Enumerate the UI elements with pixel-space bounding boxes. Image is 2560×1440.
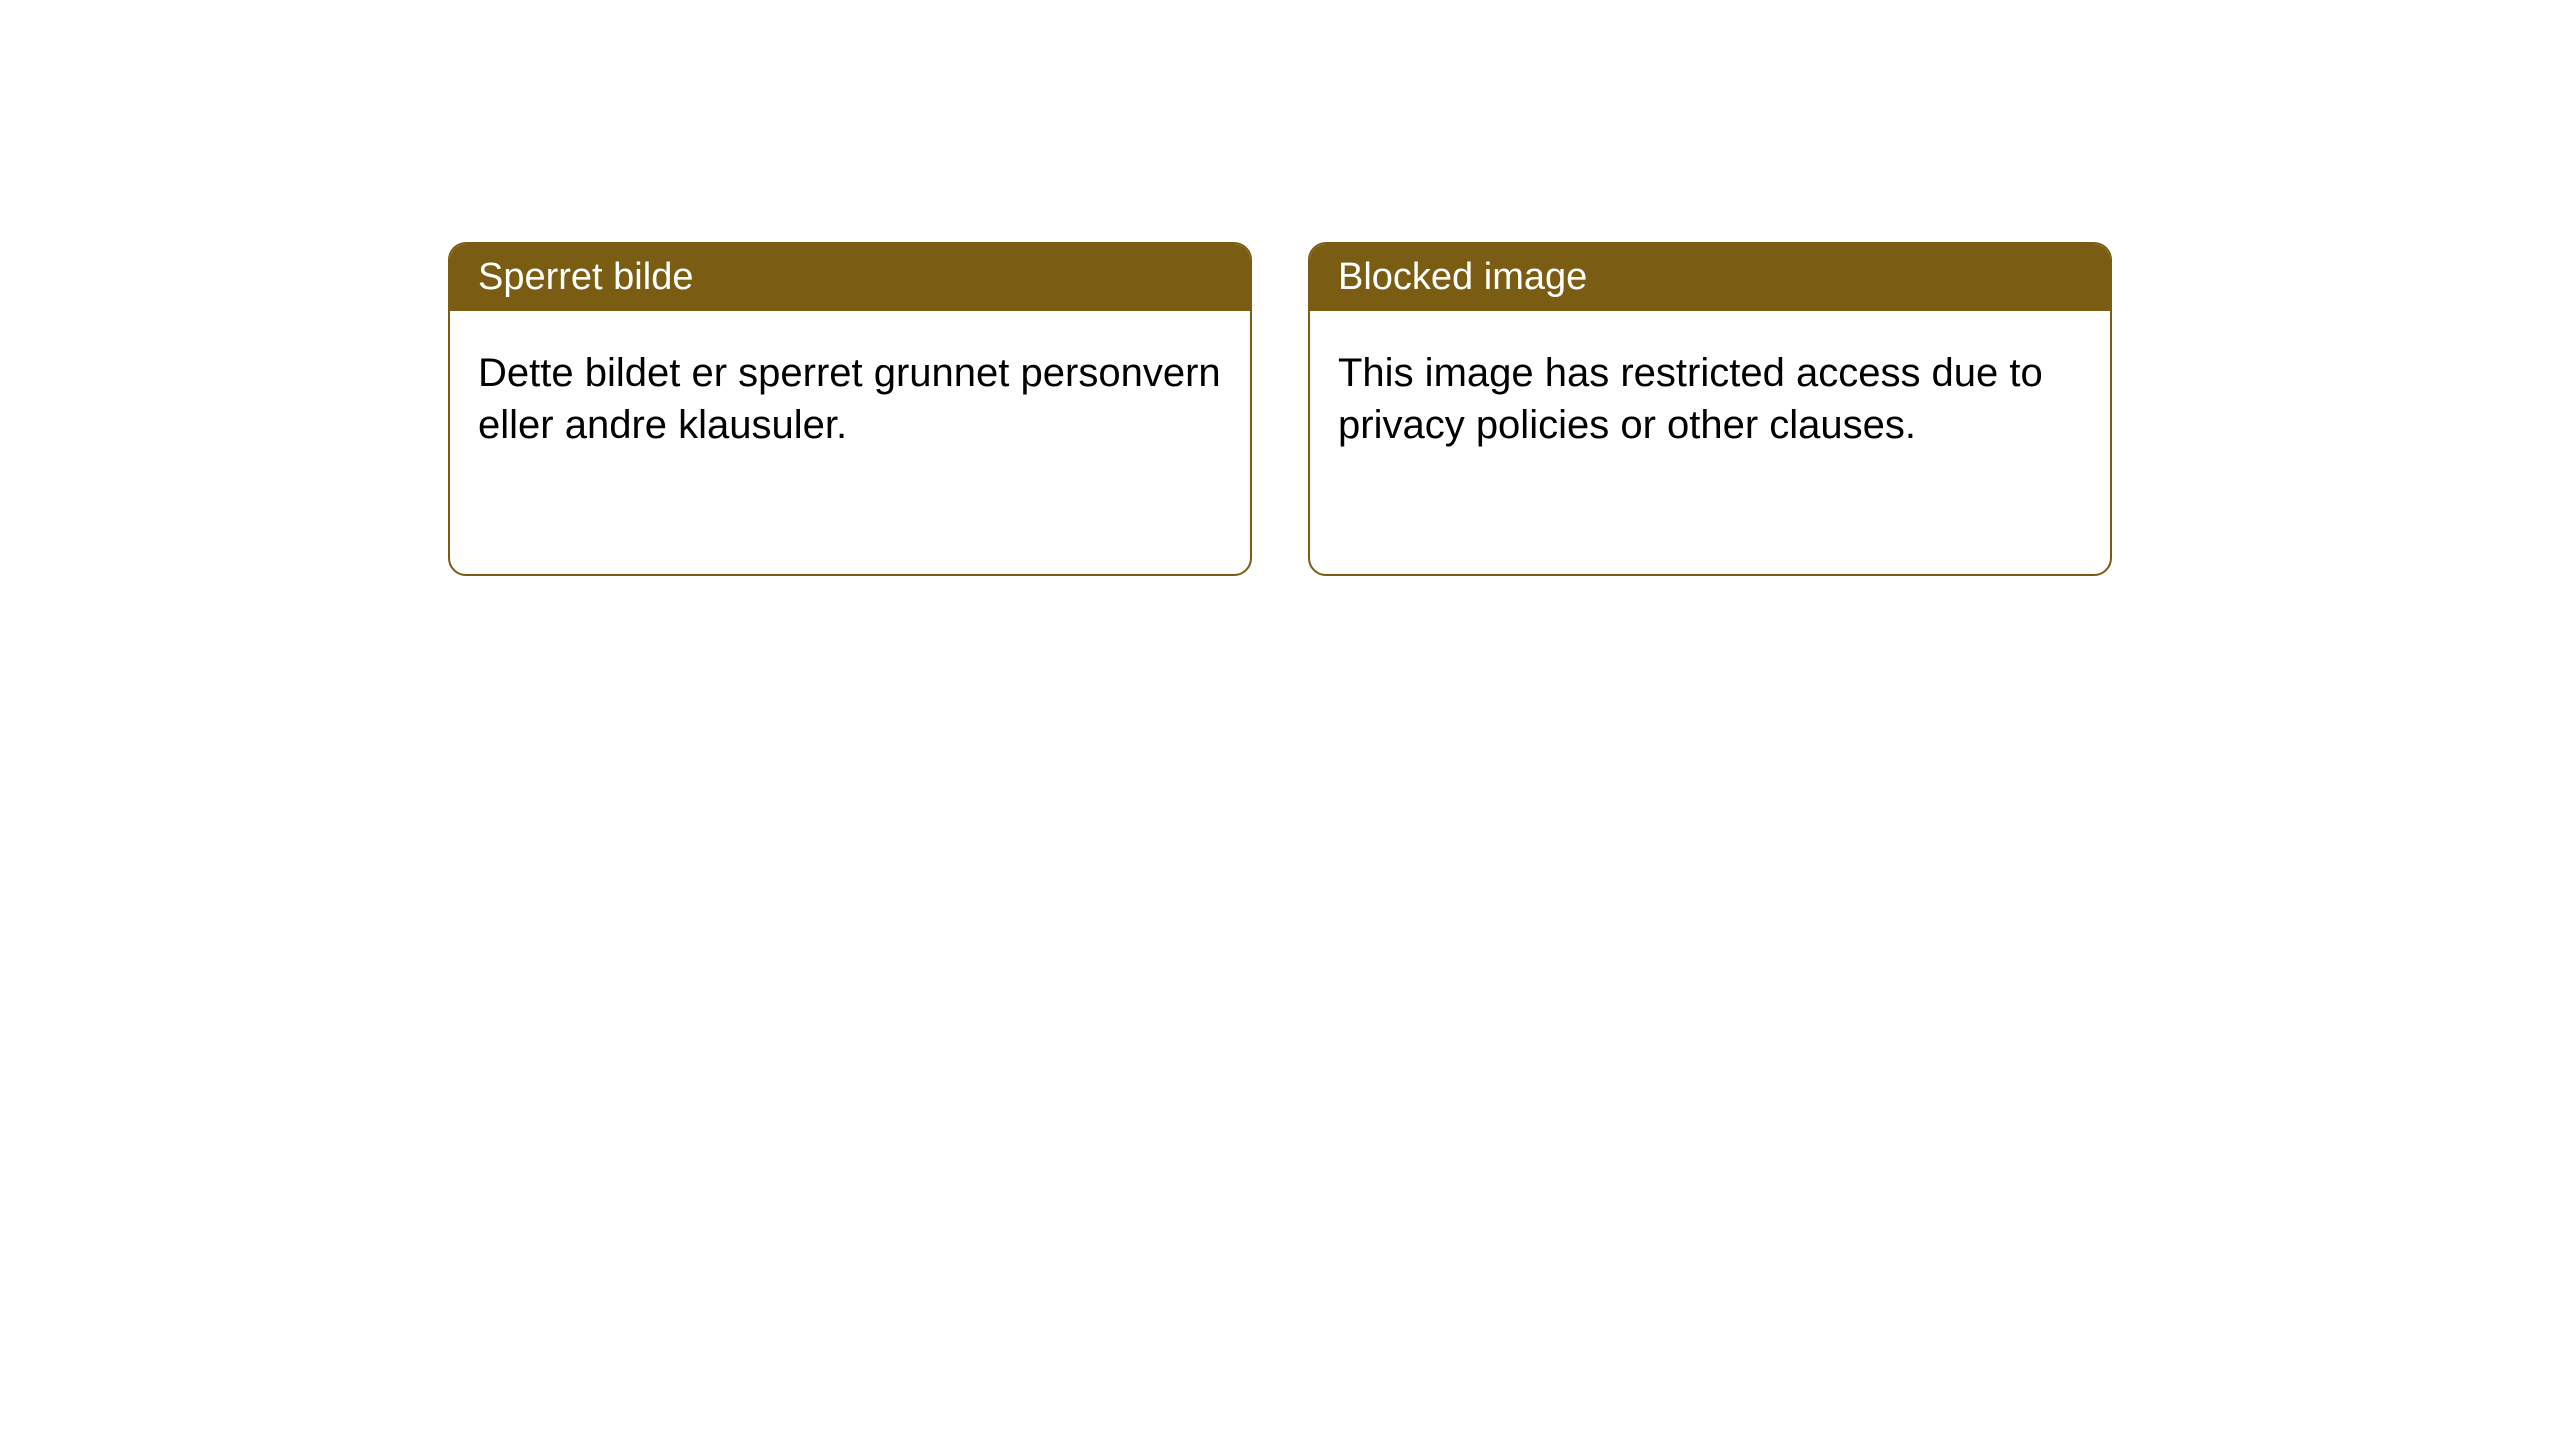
card-header: Blocked image bbox=[1310, 244, 2110, 311]
card-message: Dette bildet er sperret grunnet personve… bbox=[478, 351, 1221, 447]
card-body: This image has restricted access due to … bbox=[1310, 311, 2110, 487]
card-title: Blocked image bbox=[1338, 256, 1587, 298]
blocked-image-card-english: Blocked image This image has restricted … bbox=[1308, 242, 2112, 576]
card-title: Sperret bilde bbox=[478, 256, 693, 298]
card-body: Dette bildet er sperret grunnet personve… bbox=[450, 311, 1250, 487]
cards-container: Sperret bilde Dette bildet er sperret gr… bbox=[0, 0, 2560, 576]
card-header: Sperret bilde bbox=[450, 244, 1250, 311]
card-message: This image has restricted access due to … bbox=[1338, 351, 2043, 447]
blocked-image-card-norwegian: Sperret bilde Dette bildet er sperret gr… bbox=[448, 242, 1252, 576]
